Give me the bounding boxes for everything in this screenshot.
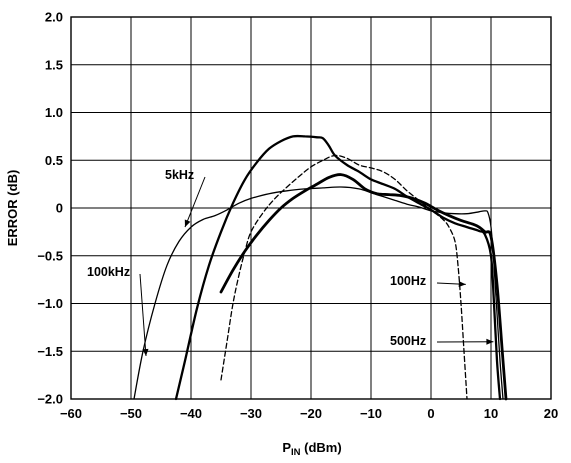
annotation-arrowhead-5khz [184, 219, 191, 228]
y-tick-label: −1.5 [37, 344, 63, 359]
x-axis-label: PIN (dBm) [282, 440, 341, 458]
x-tick-label: −50 [120, 406, 142, 421]
x-axis-label-main: P [282, 440, 291, 455]
x-tick-label: −20 [300, 406, 322, 421]
x-tick-label: −40 [180, 406, 202, 421]
series-line-500hz [219, 173, 508, 401]
annotation-arrowhead-100hz [458, 281, 466, 288]
y-tick-label: 1.5 [45, 57, 63, 72]
y-tick-label: 0.5 [45, 153, 63, 168]
annotation-label-500hz: 500Hz [390, 334, 426, 348]
plot-frame [70, 16, 552, 400]
y-tick-label: 2.0 [45, 10, 63, 25]
x-tick-label: 20 [544, 406, 558, 421]
annotation-leader-5khz [184, 176, 206, 228]
y-tick-label: −1.0 [37, 296, 63, 311]
x-tick-label: −10 [360, 406, 382, 421]
y-tick-label: 0 [56, 201, 63, 216]
x-tick-label: −30 [240, 406, 262, 421]
x-tick-label: −60 [60, 406, 82, 421]
annotation-arrowhead-100khz [142, 348, 149, 357]
y-tick-label: −0.5 [37, 248, 63, 263]
tick-labels: −60 −50 −40 −30 −20 −10 0 10 20 2.0 1.5 1.0 0.5 0 −0.5… [37, 10, 558, 422]
x-tick-label: 10 [484, 406, 498, 421]
y-tick-label: 1.0 [45, 105, 63, 120]
annotation-arrowhead-500hz [486, 338, 494, 345]
curves [133, 134, 508, 401]
y-tick-label: −2.0 [37, 392, 63, 407]
series-line-5khz [174, 134, 502, 401]
annotations: 5kHz 100kHz 100Hz 500Hz [87, 168, 494, 357]
annotation-label-100hz: 100Hz [390, 274, 426, 288]
annotation-label-5khz: 5kHz [165, 168, 194, 182]
y-axis-label: ERROR (dB) [5, 170, 20, 247]
x-axis-label-subscript: IN [291, 447, 301, 458]
x-tick-label: 0 [427, 406, 434, 421]
annotation-leader-100khz [139, 273, 147, 357]
series-line-100hz [220, 154, 468, 400]
annotation-label-100khz: 100kHz [87, 265, 130, 279]
x-axis-label-suffix: (dBm) [301, 440, 342, 455]
